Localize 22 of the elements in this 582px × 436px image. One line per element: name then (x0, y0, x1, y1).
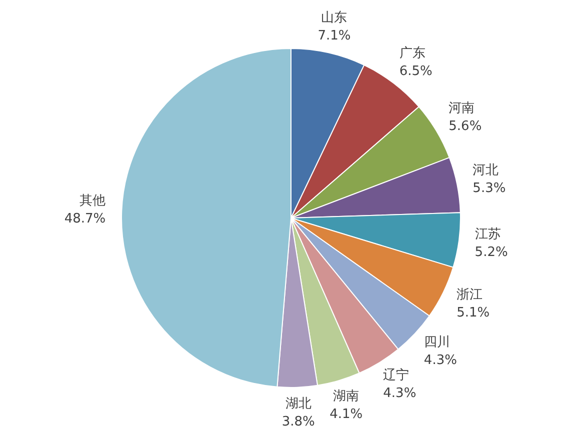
data-label: 4.1% (330, 406, 363, 422)
data-label: 5.6% (448, 118, 482, 134)
data-label: 7.1% (318, 28, 351, 44)
slice-label: 浙江 (456, 287, 483, 302)
data-label: 6.5% (399, 64, 432, 79)
slice-label: 江苏 (474, 227, 501, 242)
slice-label: 广东 (399, 46, 426, 61)
data-label: 3.8% (282, 414, 315, 430)
slice-label: 湖北 (285, 396, 312, 412)
slice-label: 其他 (80, 193, 106, 208)
data-label: 5.3% (472, 180, 506, 196)
slice-label: 辽宁 (383, 367, 410, 384)
data-label: 4.3% (383, 386, 416, 402)
slice-label: 河北 (472, 162, 499, 178)
data-label: 5.2% (474, 245, 508, 260)
data-label: 5.1% (456, 305, 490, 320)
slice-label: 河南 (448, 100, 475, 116)
slice-label: 山东 (321, 10, 348, 26)
slice-label: 湖南 (333, 388, 360, 404)
data-label: 48.7% (64, 211, 106, 226)
data-label: 4.3% (424, 352, 457, 368)
slice-label: 四川 (424, 334, 450, 350)
